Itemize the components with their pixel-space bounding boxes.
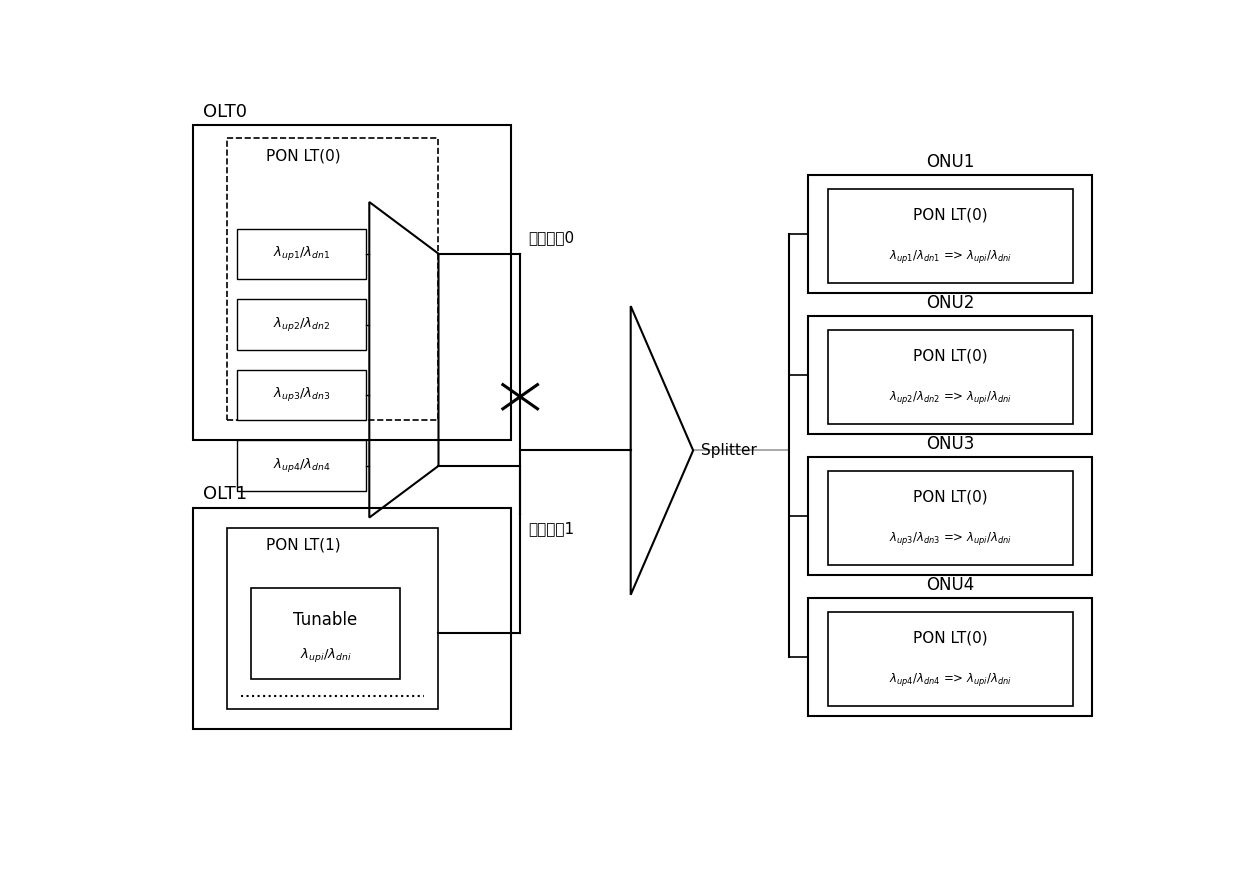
FancyBboxPatch shape xyxy=(828,611,1073,705)
Text: OLT0: OLT0 xyxy=(203,103,247,120)
Text: $\lambda_{up3}/\lambda_{dn3}$: $\lambda_{up3}/\lambda_{dn3}$ xyxy=(273,386,330,404)
Text: PON LT(0): PON LT(0) xyxy=(913,349,987,364)
Text: PON LT(0): PON LT(0) xyxy=(913,208,987,222)
FancyBboxPatch shape xyxy=(237,440,367,491)
FancyBboxPatch shape xyxy=(250,588,401,678)
FancyBboxPatch shape xyxy=(808,175,1092,293)
Text: $\lambda_{up1}/\lambda_{dn1}$: $\lambda_{up1}/\lambda_{dn1}$ xyxy=(273,245,330,263)
Text: $\lambda_{up4}/\lambda_{dn4}$ => $\lambda_{upi}/\lambda_{dni}$: $\lambda_{up4}/\lambda_{dn4}$ => $\lambd… xyxy=(889,671,1012,688)
FancyBboxPatch shape xyxy=(237,299,367,350)
Text: ONU4: ONU4 xyxy=(926,576,975,594)
Text: PON LT(0): PON LT(0) xyxy=(913,630,987,645)
Text: 备份端口1: 备份端口1 xyxy=(528,521,574,536)
FancyBboxPatch shape xyxy=(808,317,1092,433)
Text: $\lambda_{up1}/\lambda_{dn1}$ => $\lambda_{upi}/\lambda_{dni}$: $\lambda_{up1}/\lambda_{dn1}$ => $\lambd… xyxy=(889,248,1012,265)
Text: $\lambda_{up2}/\lambda_{dn2}$: $\lambda_{up2}/\lambda_{dn2}$ xyxy=(273,316,330,333)
FancyBboxPatch shape xyxy=(193,125,511,440)
FancyBboxPatch shape xyxy=(828,471,1073,564)
FancyBboxPatch shape xyxy=(193,508,511,729)
Text: 工作端口0: 工作端口0 xyxy=(528,230,574,246)
Text: OLT1: OLT1 xyxy=(203,486,247,503)
Text: ONU1: ONU1 xyxy=(926,153,975,171)
Text: PON LT(1): PON LT(1) xyxy=(265,538,340,553)
Text: PON LT(0): PON LT(0) xyxy=(265,148,340,163)
FancyBboxPatch shape xyxy=(808,598,1092,716)
Text: Tunable: Tunable xyxy=(294,610,357,629)
Text: ONU2: ONU2 xyxy=(926,294,975,312)
Text: $\lambda_{up3}/\lambda_{dn3}$ => $\lambda_{upi}/\lambda_{dni}$: $\lambda_{up3}/\lambda_{dn3}$ => $\lambd… xyxy=(889,530,1012,547)
Text: $\lambda_{up4}/\lambda_{dn4}$: $\lambda_{up4}/\lambda_{dn4}$ xyxy=(273,457,331,474)
FancyBboxPatch shape xyxy=(237,228,367,279)
Text: PON LT(0): PON LT(0) xyxy=(913,489,987,504)
FancyBboxPatch shape xyxy=(227,138,439,420)
Text: $\lambda_{upi}/\lambda_{dni}$: $\lambda_{upi}/\lambda_{dni}$ xyxy=(300,647,351,665)
FancyBboxPatch shape xyxy=(828,330,1073,424)
FancyBboxPatch shape xyxy=(828,188,1073,283)
Text: Splitter: Splitter xyxy=(701,443,756,458)
FancyBboxPatch shape xyxy=(227,528,439,709)
FancyBboxPatch shape xyxy=(808,457,1092,575)
Text: $\lambda_{up2}/\lambda_{dn2}$ => $\lambda_{upi}/\lambda_{dni}$: $\lambda_{up2}/\lambda_{dn2}$ => $\lambd… xyxy=(889,389,1012,405)
Text: ONU3: ONU3 xyxy=(926,435,975,453)
FancyBboxPatch shape xyxy=(237,370,367,420)
